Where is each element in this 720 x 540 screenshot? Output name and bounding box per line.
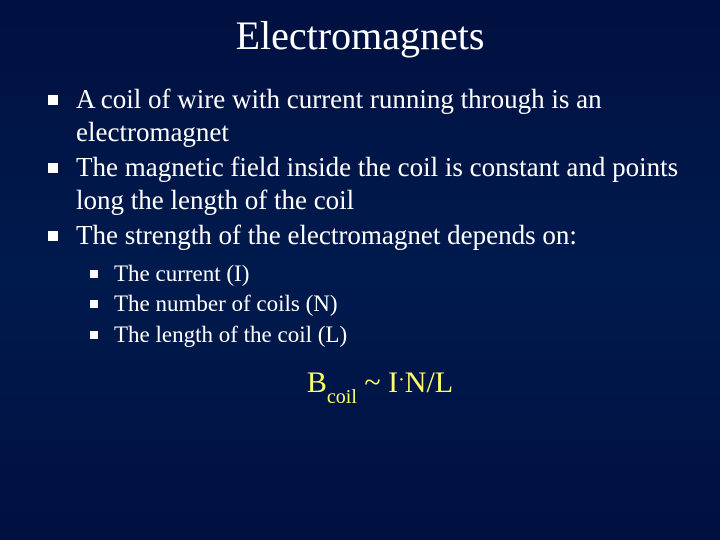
bullet-text: The strength of the electromagnet depend…	[76, 220, 577, 250]
bullet-text: The magnetic field inside the coil is co…	[76, 152, 678, 215]
bullet-list-level2: The current (I) The number of coils (N) …	[84, 260, 680, 350]
list-item: The length of the coil (L)	[84, 321, 680, 350]
bullet-text: The number of coils (N)	[114, 291, 338, 316]
list-item: A coil of wire with current running thro…	[40, 83, 680, 149]
formula: Bcoil ~ I·N/L	[80, 366, 680, 405]
bullet-text: The length of the coil (L)	[114, 322, 347, 347]
list-item: The current (I)	[84, 260, 680, 289]
formula-rhs2: N/L	[405, 366, 453, 399]
bullet-list-level1: A coil of wire with current running thro…	[40, 83, 680, 252]
list-item: The number of coils (N)	[84, 290, 680, 319]
formula-lhs: B	[307, 366, 327, 399]
bullet-text: A coil of wire with current running thro…	[76, 84, 602, 147]
formula-rhs1: I	[388, 366, 398, 399]
formula-subscript: coil	[327, 386, 357, 408]
list-item: The strength of the electromagnet depend…	[40, 219, 680, 252]
list-item: The magnetic field inside the coil is co…	[40, 151, 680, 217]
slide-title: Electromagnets	[40, 12, 680, 59]
formula-tilde: ~	[357, 366, 388, 399]
bullet-text: The current (I)	[114, 261, 249, 286]
formula-dot: ·	[398, 369, 405, 391]
